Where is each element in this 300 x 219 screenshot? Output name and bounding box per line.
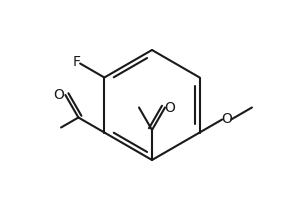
Text: O: O (165, 101, 176, 115)
Text: O: O (222, 113, 232, 127)
Text: O: O (53, 88, 64, 102)
Text: F: F (73, 55, 81, 69)
